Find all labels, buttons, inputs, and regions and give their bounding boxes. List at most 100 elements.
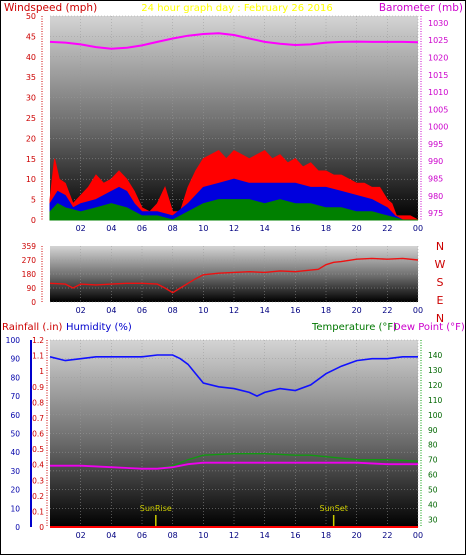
humidity-temperature-panel: 010203040506070809010000.10.20.30.40.50.… [6,336,443,540]
x-tick-label: 16 [290,224,300,233]
x-tick-label: 02 [76,306,86,315]
x-tick-label: 12 [229,224,239,233]
humidity-line [49,354,418,397]
y-tick-label: 20 [26,134,36,143]
y-tick-label: 0 [31,216,36,225]
x-tick-label: 18 [321,224,331,233]
rain-tick-label: 0.3 [32,476,44,485]
barometer-line [49,32,419,50]
x-tick-label: 02 [76,531,86,540]
rain-tick-label: 0 [39,523,44,532]
x-tick-label: 04 [106,224,116,233]
y-tick-label-right: 1015 [428,71,448,80]
x-tick-label: 16 [290,531,300,540]
x-tick-label: 08 [168,224,178,233]
humidity-tick-label: 30 [10,467,20,476]
compass-label: E [437,294,444,307]
y-tick-label: 45 [26,32,36,41]
x-tick-label: 02 [76,224,86,233]
x-tick-label: 20 [352,224,362,233]
dewpoint-label: Dew Point (°F) [393,322,465,333]
sun-event-label: SunRise [140,504,172,513]
y-tick-label-right: 1000 [428,123,448,132]
x-tick-label: 12 [229,306,239,315]
y-tick-label: 50 [26,12,36,21]
humidity-tick-label: 10 [10,504,20,513]
temperature-tick-label: 100 [428,411,443,420]
windspeed-min-area [49,199,418,221]
temperature-tick-label: 90 [428,426,438,435]
y-tick-label: 40 [26,53,36,62]
windspeed-barometer-panel: 0510152025303540455097598098599099510001… [26,12,449,233]
x-tick-label: 22 [382,531,392,540]
wind-direction-panel: 0 90 180 270 359 02 04 06 08 10 12 14 16 18 20 22 00 [22,242,423,315]
wind-direction-line [49,257,419,294]
dewpoint-line [50,461,418,470]
temperature-tick-label: 60 [428,471,438,480]
x-tick-label: 08 [168,531,178,540]
x-tick-label: 10 [198,306,208,315]
rain-tick-label: 1 [39,367,44,376]
compass-label: S [437,276,444,289]
temperature-tick-label: 30 [428,516,438,525]
rain-tick-label: 0.8 [32,398,44,407]
rain-tick-label: 0.7 [32,414,44,423]
y-tick-label-right: 995 [428,140,443,149]
y-tick-label-right: 1025 [428,36,448,45]
temperature-tick-label: 50 [428,486,438,495]
rainfall-label: Rainfall (.in) [2,322,63,333]
humidity-tick-label: 50 [10,430,20,439]
x-tick-label: 18 [321,306,331,315]
x-tick-label: 22 [382,306,392,315]
x-tick-label: 00 [413,306,423,315]
x-tick-label: 06 [137,224,147,233]
rain-tick-label: 0.6 [32,430,44,439]
x-tick-label: 18 [321,531,331,540]
sun-event-label: SunSet [319,504,347,513]
temperature-tick-label: 120 [428,381,443,390]
rain-tick-label: 0.4 [32,461,44,470]
x-tick-label: 14 [260,306,270,315]
x-tick-label: 14 [260,531,270,540]
x-tick-label: 06 [137,531,147,540]
y-tick-label-right: 1020 [428,53,448,62]
y-tick-label: 270 [22,256,37,265]
humidity-tick-label: 80 [10,373,20,382]
compass-label: N [436,312,444,325]
x-tick-label: 16 [290,306,300,315]
temperature-tick-label: 140 [428,351,443,360]
x-tick-label: 04 [106,531,116,540]
humidity-tick-label: 60 [10,411,20,420]
temperature-tick-label: 40 [428,501,438,510]
x-tick-label: 10 [198,224,208,233]
y-tick-label: 25 [26,114,36,123]
rain-tick-label: 0.2 [32,492,44,501]
temperature-tick-label: 70 [428,456,438,465]
y-tick-label-right: 985 [428,175,443,184]
x-tick-label: 04 [106,306,116,315]
temperature-tick-label: 110 [428,396,443,405]
y-tick-label: 5 [31,196,36,205]
barometer-label: Barometer (mb) [379,2,463,14]
y-tick-label-right: 1010 [428,88,448,97]
rain-tick-label: 0.5 [32,445,44,454]
humidity-tick-label: 40 [10,448,20,457]
rain-tick-label: 1.2 [32,336,44,345]
y-tick-label-right: 980 [428,192,443,201]
y-tick-label: 35 [26,73,36,82]
x-tick-label: 20 [352,531,362,540]
x-tick-label: 08 [168,306,178,315]
y-tick-label: 90 [26,284,36,293]
temperature-tick-label: 130 [428,366,443,375]
y-tick-label-right: 975 [428,209,443,218]
y-tick-label-right: 1030 [428,19,448,28]
humidity-tick-label: 70 [10,392,20,401]
compass-label: W [435,258,446,271]
x-tick-label: 20 [352,306,362,315]
compass-labels: N W S E N [435,240,446,325]
humidity-tick-label: 20 [10,486,20,495]
temperature-tick-label: 80 [428,441,438,450]
humidity-label: Humidity (%) [66,322,132,333]
x-tick-label: 14 [260,224,270,233]
